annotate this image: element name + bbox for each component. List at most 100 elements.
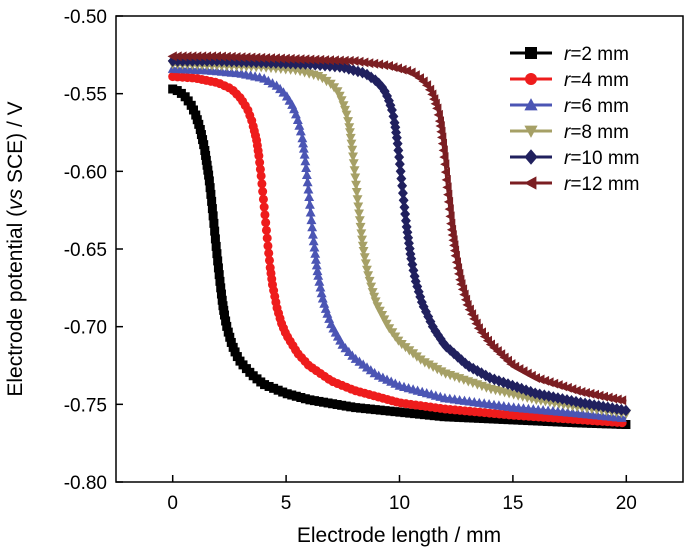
data-point [257, 179, 267, 189]
data-point [611, 403, 622, 415]
data-point [291, 391, 301, 401]
data-point [454, 268, 464, 279]
data-point [232, 352, 242, 362]
data-point [207, 196, 217, 206]
data-point [584, 398, 595, 411]
data-point [394, 151, 405, 163]
data-point [452, 350, 463, 363]
data-point [309, 242, 320, 252]
data-point [405, 408, 415, 418]
data-point [428, 362, 439, 372]
data-point [231, 52, 241, 62]
data-point [208, 211, 218, 221]
data-point [438, 145, 448, 156]
data-point [202, 160, 212, 170]
data-point [226, 51, 236, 62]
data-point [406, 252, 417, 265]
data-point [199, 140, 209, 150]
x-tick-label: 20 [616, 493, 637, 514]
data-point [187, 51, 197, 62]
data-point [298, 138, 309, 148]
legend-marker [524, 176, 537, 190]
data-point [258, 194, 268, 204]
data-point [394, 158, 405, 170]
data-point [395, 407, 405, 417]
data-point [433, 109, 443, 120]
y-tick-label: -0.75 [64, 395, 107, 416]
legend: r=2 mmr=4 mmr=6 mmr=8 mmr=10 mmr=12 mm [510, 44, 640, 195]
data-point [301, 162, 312, 172]
data-point [255, 158, 265, 168]
data-point [256, 171, 266, 181]
data-point [508, 415, 518, 425]
y-axis-title: Electrode potential (vs SCE) / V [4, 101, 27, 396]
data-point [449, 347, 459, 360]
data-point [340, 105, 350, 116]
data-point [345, 128, 355, 138]
data-point [314, 276, 325, 286]
data-point [440, 167, 450, 178]
data-point [358, 247, 369, 257]
data-point [269, 383, 279, 393]
data-point [177, 51, 187, 62]
data-point [621, 404, 631, 417]
data-point [350, 173, 361, 183]
data-point [230, 347, 240, 357]
data-point [607, 393, 618, 404]
data-point [328, 399, 338, 409]
data-point [216, 51, 226, 62]
legend-marker [524, 125, 538, 138]
data-point [260, 380, 270, 390]
data-point [310, 248, 321, 258]
series-layer [167, 51, 632, 430]
legend-label: r=2 mm [564, 44, 629, 65]
data-point [228, 342, 238, 352]
data-point [435, 333, 446, 345]
data-point [351, 180, 361, 190]
data-point [439, 152, 449, 162]
data-point [446, 218, 456, 229]
data-point [323, 398, 333, 408]
data-point [409, 270, 420, 282]
data-point [308, 229, 318, 239]
data-point [263, 241, 273, 251]
data-point [241, 52, 251, 63]
data-point [612, 394, 622, 405]
data-point [474, 413, 484, 423]
data-point [206, 51, 217, 62]
data-point [309, 396, 319, 406]
data-point [543, 390, 554, 402]
data-point [337, 400, 347, 410]
data-point [392, 137, 403, 150]
data-point [210, 226, 220, 236]
data-point [607, 402, 618, 414]
data-point [218, 301, 228, 311]
x-tick-label: 5 [281, 493, 292, 514]
data-point [324, 55, 334, 66]
data-point [306, 214, 317, 225]
data-point [476, 367, 487, 379]
x-axis-title: Electrode length / mm [297, 524, 501, 547]
data-point [404, 237, 414, 249]
data-point [410, 409, 420, 419]
data-point [454, 412, 464, 422]
data-point [356, 403, 366, 413]
data-point [444, 412, 454, 422]
data-point [186, 100, 196, 110]
legend-label-variable: r [564, 44, 571, 65]
legend-label-variable: r [564, 122, 571, 143]
data-point [315, 282, 326, 292]
data-point [370, 297, 381, 307]
data-point [221, 51, 231, 62]
data-point [451, 257, 461, 268]
data-point [332, 400, 342, 410]
legend-label: r=12 mm [564, 174, 640, 195]
data-point [214, 270, 224, 280]
series-6 [167, 51, 627, 406]
data-point [260, 210, 270, 220]
data-point [576, 387, 586, 397]
data-point [172, 51, 182, 62]
data-point [211, 51, 221, 62]
data-point [469, 413, 479, 423]
